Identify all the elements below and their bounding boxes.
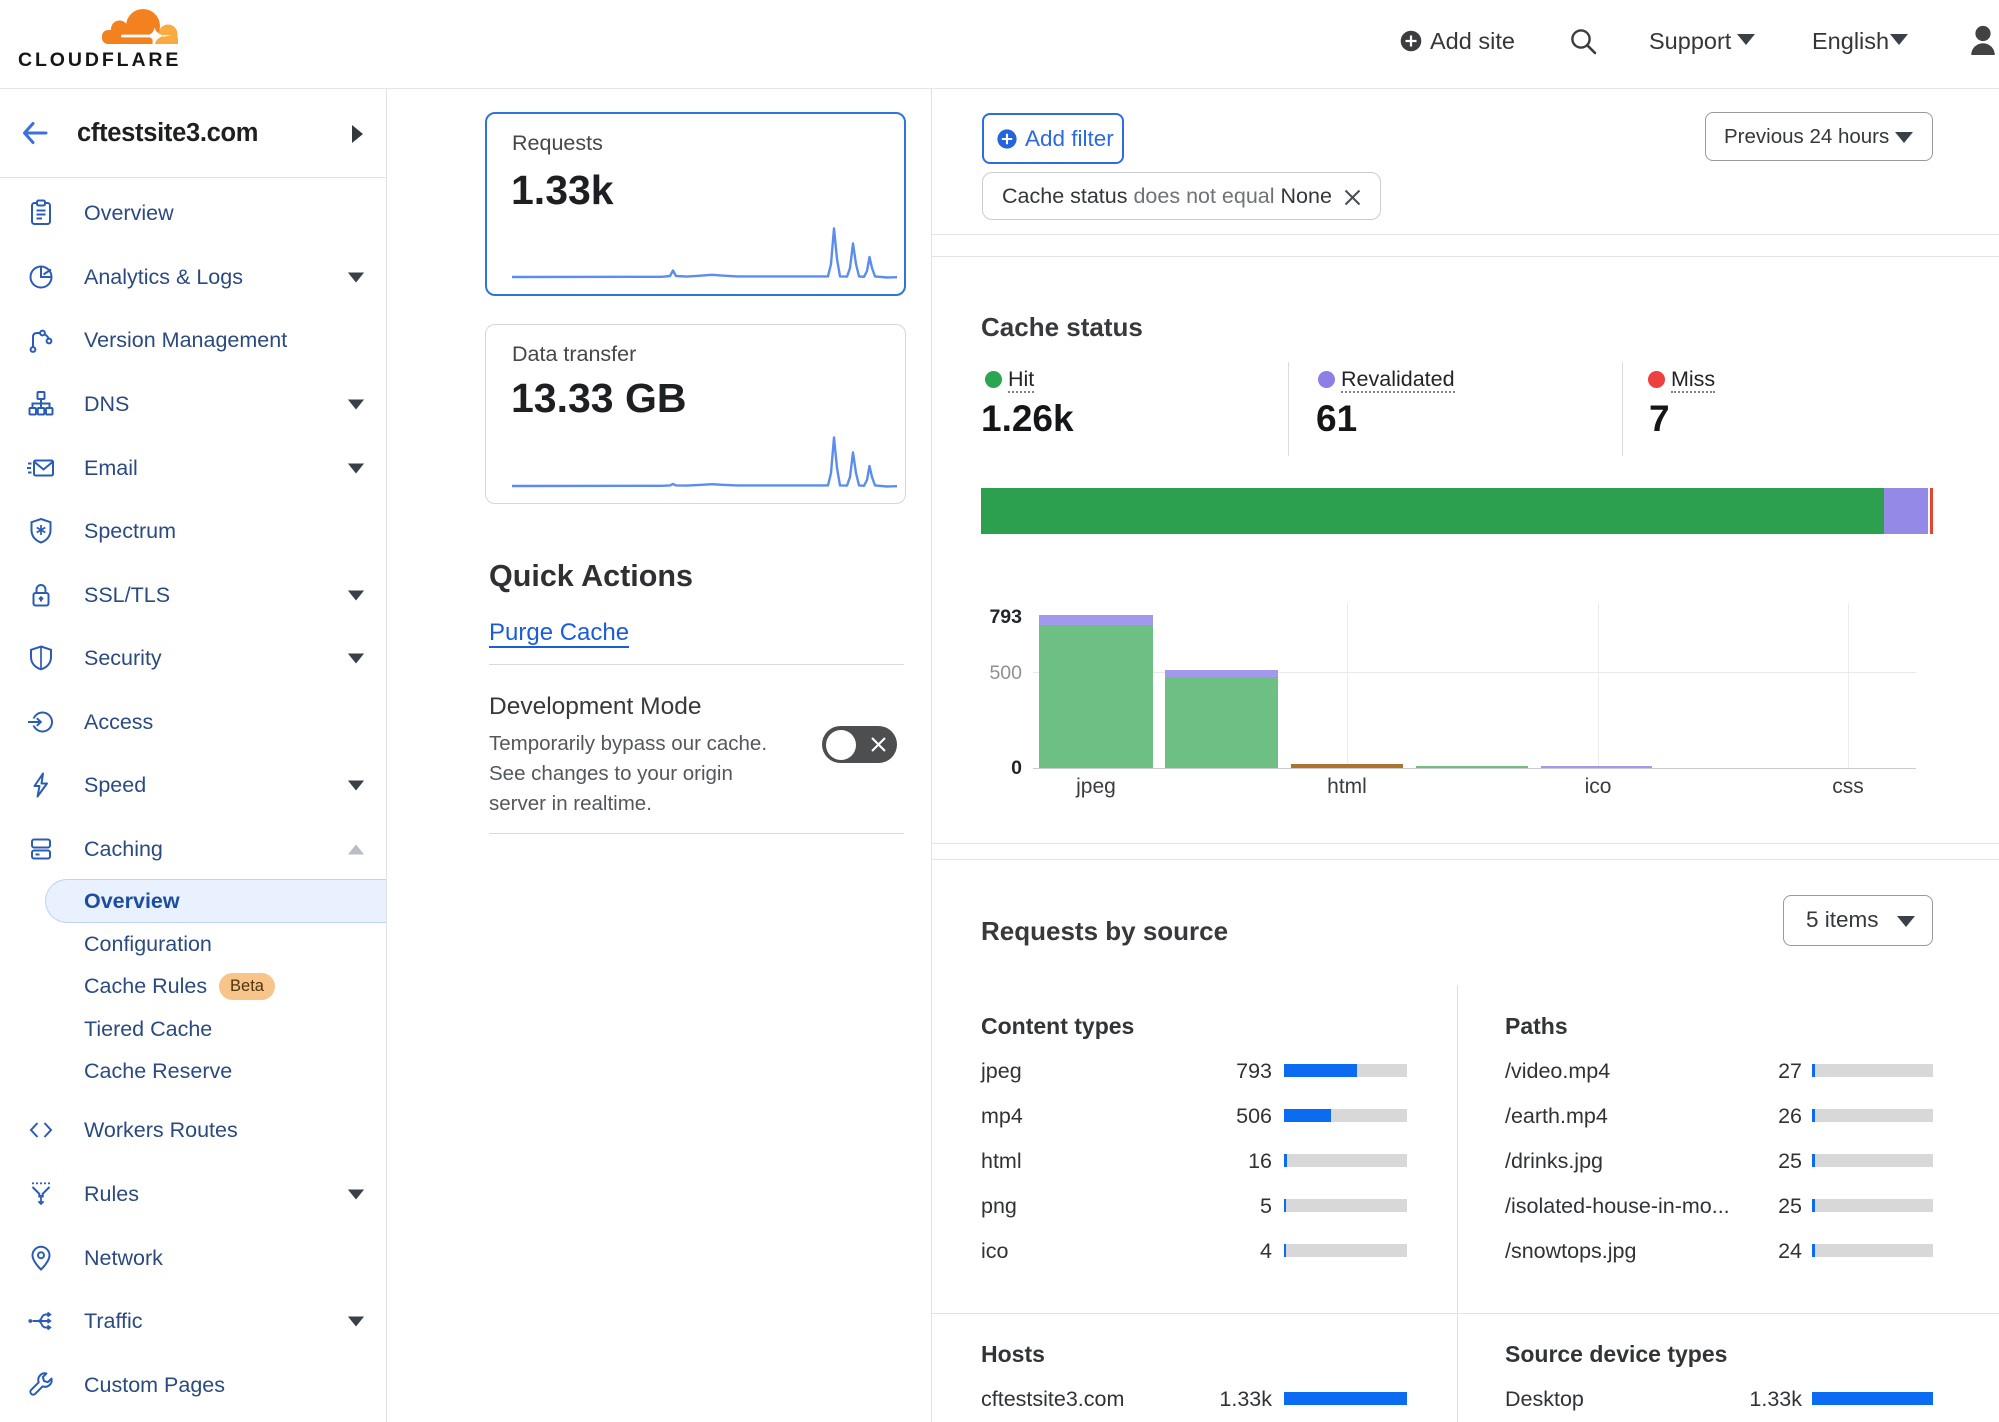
svg-text:CLOUDFLARE: CLOUDFLARE: [18, 49, 181, 71]
